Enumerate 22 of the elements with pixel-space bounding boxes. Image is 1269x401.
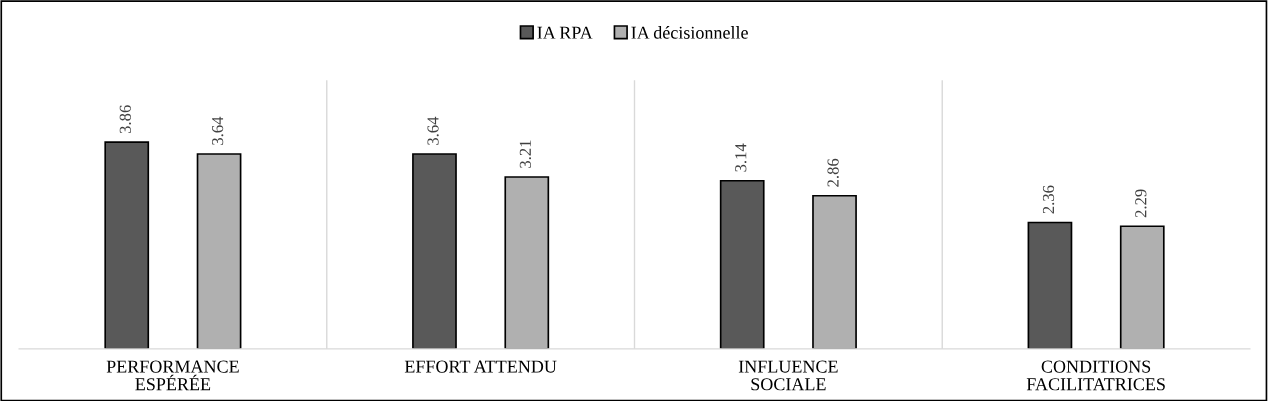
data-label: 2.29 [1135,189,1147,218]
bar [1119,225,1165,349]
data-label: 3.64 [212,116,224,145]
x-tick-label: PERFORMANCE ESPÉRÉE [106,360,239,391]
data-label: 2.36 [1042,185,1055,214]
bar [196,153,242,349]
bar [412,153,457,349]
legend-label: IA RPA [537,26,593,39]
data-label: 3.86 [119,105,131,134]
legend-label: IA décisionnelle [631,26,748,39]
bar [104,141,150,349]
data-label: 2.86 [827,158,839,187]
bar [504,176,550,349]
data-label: 3.21 [519,140,532,168]
bar [812,194,857,349]
data-label: 3.64 [427,116,439,145]
x-tick-label: INFLUENCE SOCIALE [738,360,838,391]
x-tick-label: EFFORT ATTENDU [404,360,557,373]
data-label: 3.14 [735,143,747,172]
bar [1027,221,1073,349]
x-tick-label: CONDITIONS FACILITATRICES [1026,360,1165,391]
bar [719,179,765,349]
